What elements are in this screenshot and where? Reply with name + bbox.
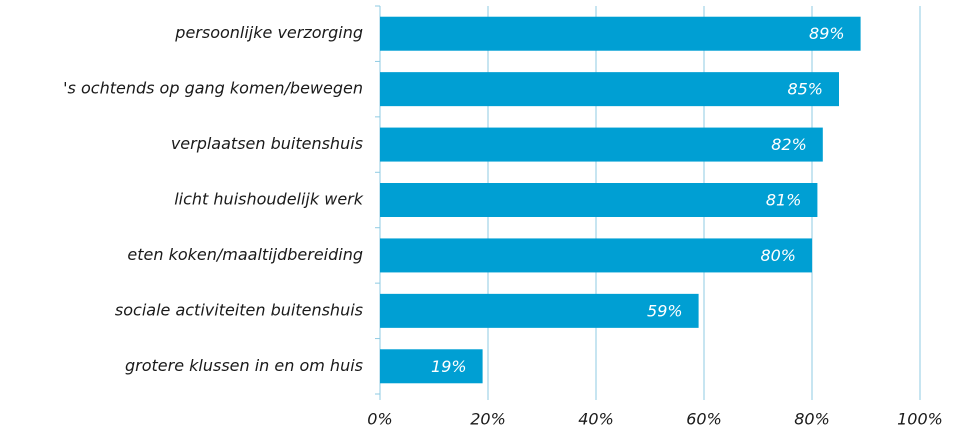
y-tick-label: grotere klussen in en om huis <box>125 356 363 375</box>
value-label: 80% <box>760 246 796 265</box>
bar <box>380 127 823 162</box>
x-tick-label: 100% <box>897 410 943 429</box>
bar <box>380 349 483 384</box>
y-tick-label: persoonlijke verzorging <box>174 23 363 42</box>
y-tick-label: licht huishoudelijk werk <box>174 190 364 209</box>
bar <box>380 238 812 273</box>
y-tick-label: eten koken/maaltijdbereiding <box>127 245 363 264</box>
y-tick-label: 's ochtends op gang komen/bewegen <box>63 79 363 98</box>
value-label: 59% <box>647 301 683 320</box>
bar <box>380 293 699 328</box>
bar <box>380 183 818 217</box>
value-label: 19% <box>431 357 467 376</box>
value-label: 85% <box>787 80 823 99</box>
bar <box>380 72 839 107</box>
y-tick-label: sociale activiteiten buitenshuis <box>115 300 363 319</box>
x-tick-label: 20% <box>470 410 506 429</box>
value-label: 82% <box>771 135 807 154</box>
x-tick-label: 80% <box>794 410 830 429</box>
x-tick-label: 60% <box>686 410 722 429</box>
value-label: 89% <box>809 24 845 43</box>
x-tick-label: 40% <box>578 410 614 429</box>
x-tick-label: 0% <box>367 410 392 429</box>
value-label: 81% <box>766 191 802 210</box>
bar <box>380 16 861 51</box>
y-tick-label: verplaatsen buitenshuis <box>171 134 363 153</box>
